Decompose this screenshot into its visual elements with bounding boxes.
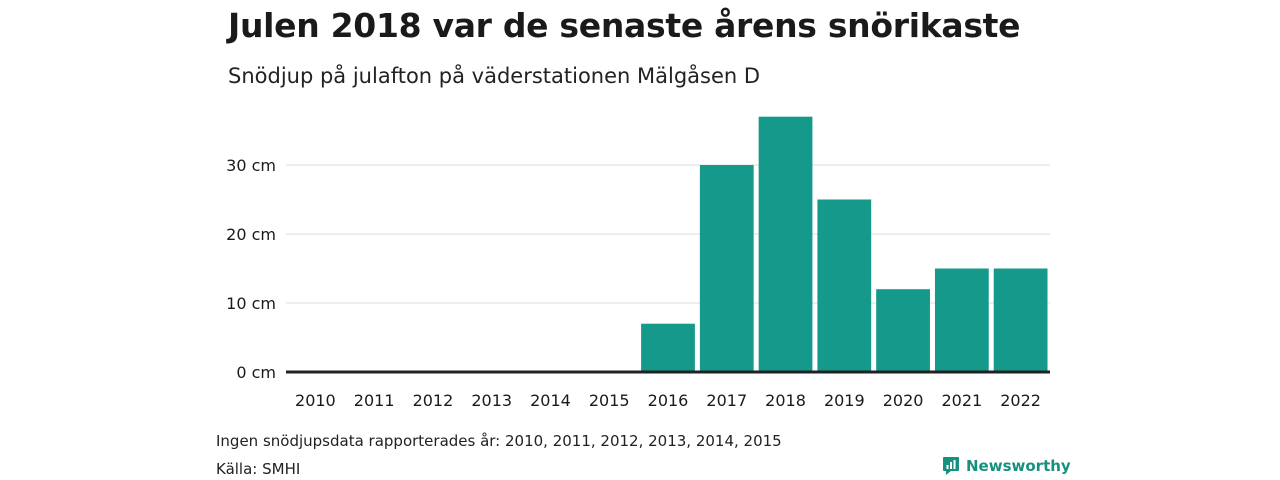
x-tick-label: 2021: [941, 391, 982, 410]
y-tick-label: 10 cm: [226, 294, 276, 313]
x-tick-label: 2014: [530, 391, 571, 410]
x-tick-label: 2015: [589, 391, 630, 410]
x-tick-label: 2016: [648, 391, 689, 410]
x-tick-label: 2019: [824, 391, 865, 410]
x-tick-label: 2022: [1000, 391, 1041, 410]
bar-2021: [934, 268, 989, 372]
x-tick-label: 2011: [354, 391, 395, 410]
bar-2020: [876, 289, 930, 372]
y-tick-label: 20 cm: [226, 225, 276, 244]
x-tick-label: 2017: [706, 391, 747, 410]
bar-2016: [641, 323, 695, 372]
y-axis-labels: 0 cm 10 cm 20 cm 30 cm: [226, 156, 276, 382]
brand-name: Newsworthy: [966, 457, 1071, 475]
bar-2017: [699, 165, 754, 372]
bar-2018: [758, 116, 813, 372]
bar-2019: [817, 199, 872, 372]
footnote: Ingen snödjupsdata rapporterades år: 201…: [216, 432, 782, 450]
x-tick-label: 2012: [413, 391, 454, 410]
brand: Newsworthy: [942, 456, 1071, 476]
chart-subtitle: Snödjup på julafton på väderstationen Mä…: [228, 64, 761, 88]
x-axis-labels: 2010 2011 2012 2013 2014 2015 2016 2017 2018 2019…: [295, 391, 1041, 410]
x-tick-label: 2013: [471, 391, 512, 410]
bars: [641, 116, 1048, 372]
source-note: Källa: SMHI: [216, 460, 301, 478]
bar-chart: 0 cm 10 cm 20 cm 30 cm 2010 2011 2012 2013 2014…: [226, 116, 1050, 410]
x-tick-label: 2010: [295, 391, 336, 410]
x-tick-label: 2020: [883, 391, 924, 410]
y-tick-label: 30 cm: [226, 156, 276, 175]
x-tick-label: 2018: [765, 391, 806, 410]
bar-2022: [993, 268, 1048, 372]
newsworthy-logo-icon: [943, 457, 959, 475]
y-tick-label: 0 cm: [236, 363, 276, 382]
chart-title: Julen 2018 var de senaste årens snörikas…: [228, 6, 1021, 45]
